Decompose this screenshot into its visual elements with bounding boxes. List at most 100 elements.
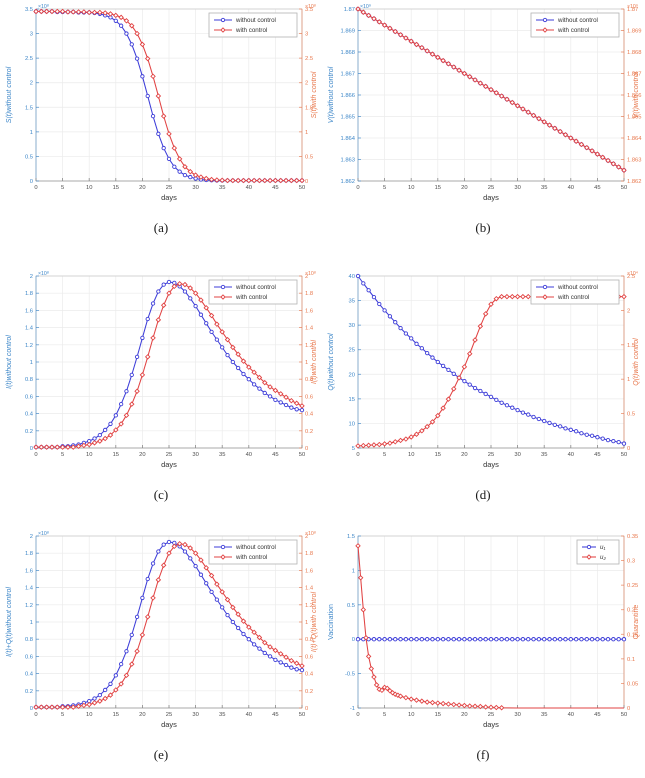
diamond-marker bbox=[552, 125, 558, 132]
diamond-marker bbox=[381, 22, 388, 28]
circle-marker bbox=[188, 556, 193, 561]
circle-marker bbox=[579, 431, 584, 436]
subplot-d: 5 10 15 20 25 30 35 40 0 0.5 1 1.5 2 2.5 0 5 10 15 20 25 30 3… bbox=[322, 269, 644, 518]
circle-marker bbox=[558, 637, 563, 642]
x-tick-label: 40 bbox=[246, 712, 252, 718]
diamond-marker bbox=[381, 684, 388, 691]
circle-marker bbox=[616, 637, 621, 642]
x-tick-label: 40 bbox=[568, 452, 574, 458]
diamond-marker bbox=[203, 175, 209, 182]
circle-marker bbox=[140, 335, 145, 341]
diamond-marker bbox=[397, 32, 404, 38]
diamond-marker bbox=[219, 177, 225, 183]
diamond-marker bbox=[267, 384, 273, 390]
left-tick-label: 0.6 bbox=[25, 394, 33, 400]
left-tick-label: 1.6 bbox=[25, 568, 33, 574]
circle-marker bbox=[204, 321, 209, 326]
x-tick-label: 5 bbox=[61, 712, 64, 718]
circle-marker bbox=[283, 662, 289, 668]
x-tick-label: 10 bbox=[408, 452, 414, 458]
right-exponent-label: ×10⁴ bbox=[627, 271, 638, 277]
right-tick-label: 1.2 bbox=[305, 343, 313, 349]
left-tick-label: 1 bbox=[30, 130, 33, 136]
legend-item-label: with control bbox=[235, 294, 267, 301]
figure-row-3: 0 0.2 0.4 0.6 0.8 1 1.2 1.4 1.6 1.8 2 0 0.2 0.4 0.6 0.8… bbox=[0, 518, 645, 778]
circle-marker bbox=[156, 549, 161, 554]
right-axis-title: Q(t)with control bbox=[633, 338, 640, 386]
circle-marker bbox=[586, 544, 592, 550]
diamond-marker bbox=[171, 283, 178, 290]
left-axis-title: I(t)+Q(t)without control bbox=[6, 587, 13, 657]
diamond-marker bbox=[97, 438, 103, 444]
circle-marker bbox=[377, 301, 382, 307]
diamond-marker bbox=[240, 358, 247, 364]
diamond-marker bbox=[230, 344, 236, 351]
circle-marker bbox=[419, 637, 424, 642]
diamond-marker bbox=[224, 336, 231, 343]
diamond-marker bbox=[445, 61, 452, 67]
chart-a-canvas: 0 0.5 1 1.5 2 2.5 3 3.5 0 0.5 1 1.5 2 2.5 3 3.5 0 5 10 15 20… bbox=[6, 4, 318, 202]
diamond-marker bbox=[445, 701, 452, 707]
diamond-marker bbox=[615, 164, 622, 170]
diamond-marker bbox=[355, 443, 361, 449]
x-tick-label: 10 bbox=[408, 185, 414, 191]
right-tick-label: 1.6 bbox=[305, 308, 313, 314]
x-tick-label: 0 bbox=[356, 185, 359, 191]
diamond-marker bbox=[392, 439, 398, 445]
right-tick-label: 1 bbox=[305, 620, 308, 626]
diamond-marker bbox=[360, 9, 367, 15]
circle-marker bbox=[198, 572, 204, 577]
diamond-marker bbox=[525, 293, 531, 300]
x-tick-label: 25 bbox=[166, 452, 172, 458]
right-tick-label: 0 bbox=[305, 179, 308, 185]
circle-marker bbox=[526, 412, 531, 417]
diamond-marker bbox=[81, 442, 87, 449]
right-tick-label: 0.2 bbox=[305, 689, 313, 695]
diamond-marker bbox=[113, 12, 119, 19]
left-tick-label: 3 bbox=[30, 32, 33, 38]
x-tick-label: 5 bbox=[383, 185, 386, 191]
diamond-marker bbox=[365, 442, 372, 448]
legend-box bbox=[208, 12, 298, 38]
diamond-marker bbox=[203, 305, 209, 311]
diamond-marker bbox=[277, 651, 284, 657]
left-tick-label: 10 bbox=[349, 421, 355, 427]
diamond-marker bbox=[86, 9, 92, 16]
circle-marker bbox=[600, 637, 605, 642]
diamond-marker bbox=[59, 444, 66, 450]
chart-e-canvas: 00.20.40.60.811.21.41.61.8200.20.40.60.8… bbox=[6, 531, 318, 729]
diamond-marker bbox=[256, 177, 263, 184]
circle-marker bbox=[425, 351, 430, 356]
diamond-marker bbox=[107, 692, 114, 698]
diamond-marker bbox=[299, 663, 305, 669]
circle-marker bbox=[188, 296, 193, 301]
diamond-marker bbox=[171, 145, 178, 151]
left-tick-label: 1.5 bbox=[347, 534, 355, 540]
diamond-marker bbox=[220, 554, 226, 560]
circle-marker bbox=[230, 619, 235, 625]
left-tick-label: 0.5 bbox=[25, 154, 33, 160]
diamond-marker bbox=[33, 704, 39, 710]
x-tick-label: 20 bbox=[461, 452, 467, 458]
x-tick-label: 35 bbox=[541, 452, 547, 458]
subplot-c: 0 0.2 0.4 0.6 0.8 1 1.2 1.4 1.6 1.8 2 0 0.2 0.4 0.6 0.8… bbox=[0, 269, 322, 518]
diamond-marker bbox=[267, 644, 273, 650]
left-tick-label: 2 bbox=[30, 274, 33, 280]
circle-marker bbox=[611, 438, 616, 444]
circle-marker bbox=[118, 401, 124, 407]
right-tick-label: 1.867 bbox=[627, 72, 642, 78]
left-tick-label: 25 bbox=[349, 348, 355, 354]
left-tick-label: 1 bbox=[30, 360, 33, 366]
left-tick-label: 20 bbox=[349, 372, 355, 378]
right-tick-label: 2 bbox=[627, 308, 630, 314]
circle-marker bbox=[124, 649, 129, 654]
left-axis-title: Vaccination bbox=[328, 604, 335, 640]
circle-marker bbox=[462, 637, 467, 642]
diamond-marker bbox=[520, 106, 526, 112]
right-exponent-label: ×10⁸ bbox=[305, 271, 316, 277]
right-exponent-label: ×10⁹ bbox=[627, 4, 638, 10]
circle-marker bbox=[230, 359, 235, 365]
diamond-marker bbox=[389, 690, 396, 696]
legend-box bbox=[530, 279, 620, 305]
